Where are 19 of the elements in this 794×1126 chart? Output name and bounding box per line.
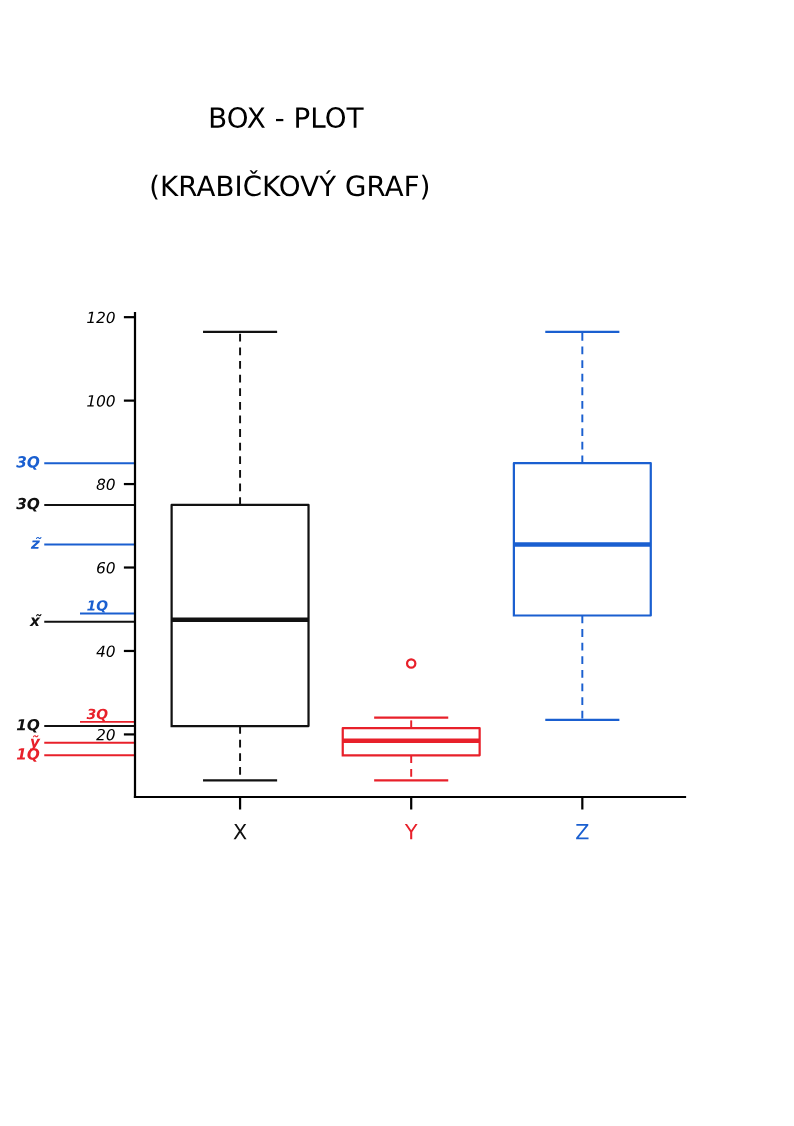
ref-line-label: 3Q — [16, 456, 40, 470]
ref-line-label: x̃ — [29, 614, 42, 626]
x-tick-label: Z — [576, 824, 589, 840]
y-tick-label: 60 — [97, 561, 115, 574]
ref-line-label: 3Q — [16, 497, 40, 512]
x-tick-label: X — [233, 824, 247, 840]
y-tick-label: 80 — [96, 478, 115, 491]
ref-line-label: 1Q — [16, 718, 40, 733]
ref-line-label: 1Q — [16, 748, 40, 762]
ref-line-label: 3Q — [86, 708, 108, 722]
ref-line-label: z̃ — [30, 536, 42, 549]
y-tick-label: 20 — [96, 728, 115, 741]
chart-subtitle: (KRABIČKOVÝ GRAF) — [151, 170, 429, 200]
y-tick-label: 40 — [96, 645, 115, 657]
y-tick-label: 100 — [87, 395, 115, 407]
y-tick-label: 120 — [87, 311, 115, 324]
x-tick-label: Y — [404, 824, 418, 840]
chart-title: BOX - PLOT — [210, 107, 364, 129]
ref-line-label: 1Q — [87, 600, 108, 613]
